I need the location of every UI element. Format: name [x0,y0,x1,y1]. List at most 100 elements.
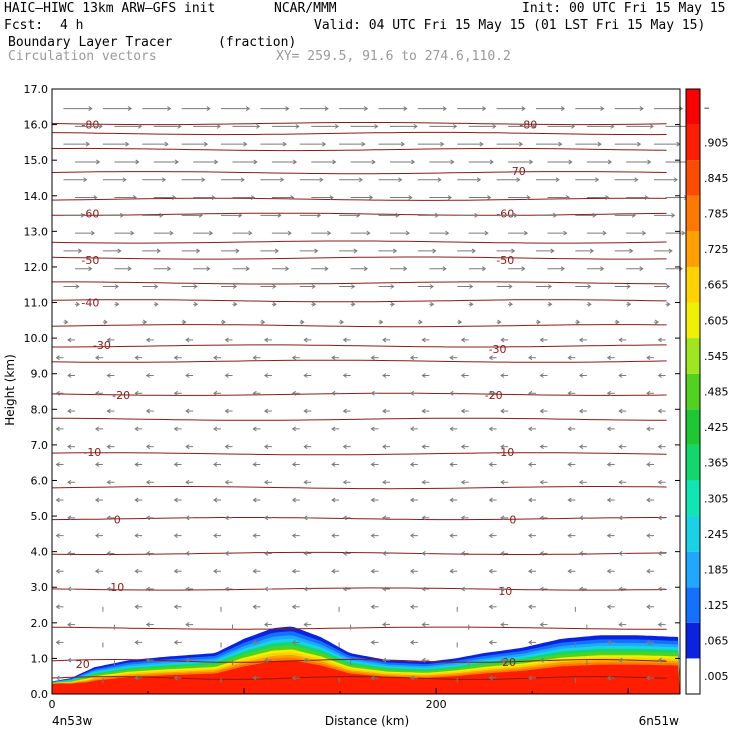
vector-head [96,159,101,165]
contour-label-2: -70 [508,165,526,178]
vector-head [263,373,269,378]
vector-head [173,497,178,503]
contour-line-16 [51,240,667,244]
vector-head [539,408,544,414]
vector-head [263,515,269,521]
vector-head [213,568,218,574]
vector-head [263,408,269,414]
vector-head [626,301,632,307]
vector-head [88,106,93,111]
vector-head [647,159,652,165]
vector-head [145,586,151,592]
vector-head [665,284,671,289]
vector-head [547,284,553,289]
vector-head [379,319,384,325]
vector-head [409,533,415,539]
vector-head [618,337,623,343]
vector-head [130,230,135,236]
vector-head [392,248,398,254]
vector-head [500,408,505,414]
vector-head [442,106,447,111]
vector-head [250,195,256,200]
vector-head [567,497,572,503]
vector-head [382,515,387,521]
vector-head [488,497,493,503]
vector-head [539,337,544,343]
vector-head [263,657,269,663]
vector-head [67,408,72,414]
vector-head [526,195,531,200]
vector-head [272,301,277,307]
vector-head [469,284,474,289]
vector-head [681,230,686,236]
vector-head [93,195,98,200]
x-axis-title: Distance (km) [325,714,409,728]
vector-head [252,568,257,574]
contour-line-10 [51,359,667,363]
vector-head [618,479,623,485]
vector-head [646,533,651,539]
colorbar-frame [685,88,701,695]
colorbar-swatch-10 [686,302,700,339]
vector-head [287,230,292,236]
vector-head [488,355,493,361]
vector-head [567,390,572,396]
x-endpoint-right: 6n51w [639,714,680,728]
contour-line-19 [51,171,667,175]
vector-head [447,195,452,200]
vector-head [280,177,285,183]
vector-head [224,479,229,485]
vector-head [55,462,60,467]
vector-head [476,177,482,183]
vector-head [528,426,533,432]
vector-head [213,390,218,396]
vector-head [356,212,361,218]
vector-head [291,639,297,645]
vector-head [233,301,238,307]
vector-head [303,408,308,414]
vector-head [145,444,151,450]
vector-head [429,284,434,289]
vector-head [331,390,336,396]
vector-head [142,319,148,325]
vector-head [342,444,347,450]
vector-head [539,444,544,450]
vector-head [560,266,565,272]
vector-head [55,426,60,432]
vector-head [154,301,159,307]
vector-head [119,212,125,218]
vector-head [587,301,592,307]
vector-head [125,141,130,147]
vector-head [311,284,316,289]
vector-head [567,355,572,361]
vector-head [252,426,257,432]
vector-head [169,230,174,236]
vector-head [67,586,72,592]
y-tick-label-14: 14.0 [24,190,49,203]
vector-head [371,159,376,165]
vector-head [457,319,463,325]
vector-head [400,141,405,147]
vector-head [445,230,450,236]
y-tick-label-11: 11.0 [24,297,49,310]
vector-head [134,533,139,539]
vector-head [539,515,544,521]
vector-head [263,479,269,485]
vector-head [657,337,662,343]
org-label: NCAR/MMM [274,1,337,16]
vector-head [634,177,639,183]
vector-head [173,533,178,539]
vector-head [434,212,440,218]
y-tick-label-10: 10.0 [24,332,49,345]
vector-head [363,266,369,272]
vector-head [370,355,375,361]
vector-head [618,551,623,556]
vector-head [361,141,366,147]
vector-head [488,604,493,610]
colorbar-swatch-4 [686,516,700,552]
vector-head [403,106,408,111]
y-tick-label-6: 6.0 [31,474,49,487]
vector-head [578,551,584,556]
vector-head [291,497,297,503]
vector-head [460,373,466,378]
